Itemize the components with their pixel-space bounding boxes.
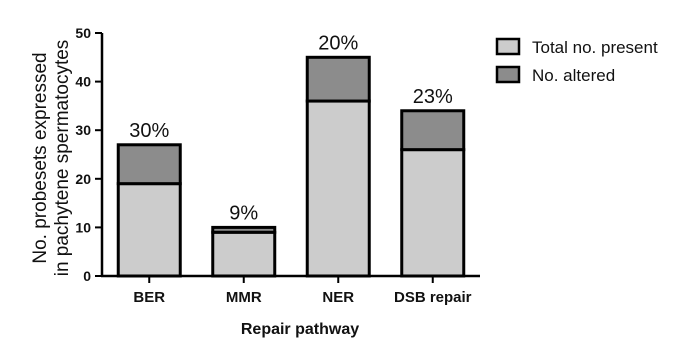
y-axis-title-line-1: No. probesets expressed (30, 52, 51, 263)
legend-label: Total no. present (532, 38, 658, 57)
x-tick-label: DSB repair (394, 289, 472, 306)
y-axis-ticks: 0 10 20 30 40 50 (75, 25, 102, 284)
bar-segment-total-present (400, 148, 466, 278)
bar-data-label: 30% (129, 120, 169, 142)
bar-data-label: 9% (229, 202, 258, 224)
legend-swatch (495, 65, 521, 84)
y-tick-label: 30 (75, 122, 91, 138)
bar-segment-total-present (116, 182, 182, 278)
bars: 30% 9% 20% 23% (116, 32, 466, 278)
y-axis-title-line-2: in pachytene spermatocytes (52, 40, 73, 277)
bar-segment-altered (400, 109, 466, 152)
legend-label: No. altered (532, 66, 615, 85)
x-axis-title: Repair pathway (241, 321, 359, 338)
y-tick-label: 40 (75, 74, 91, 90)
y-tick-label: 10 (75, 219, 91, 235)
bar-segment-total-present (305, 99, 371, 278)
bar-segment-total-present (211, 230, 277, 278)
bar-segment-altered (116, 143, 182, 186)
x-tick-label: NER (322, 289, 354, 306)
y-tick-label: 50 (75, 25, 91, 41)
x-axis-tick-labels: BER MMR NER DSB repair (133, 276, 472, 306)
y-tick-label: 0 (83, 268, 91, 284)
y-axis-title: No. probesets expressed in pachytene spe… (30, 40, 73, 277)
bar-segment-altered (305, 55, 371, 103)
bar-data-label: 23% (413, 86, 453, 108)
legend-swatch (495, 37, 521, 56)
axes (100, 33, 480, 278)
x-tick-label: MMR (226, 289, 262, 306)
legend: Total no. present No. altered (495, 37, 658, 85)
x-tick-label: BER (133, 289, 165, 306)
y-tick-label: 20 (75, 171, 91, 187)
bar-data-label: 20% (318, 32, 358, 54)
bar-segment-altered (211, 225, 277, 234)
